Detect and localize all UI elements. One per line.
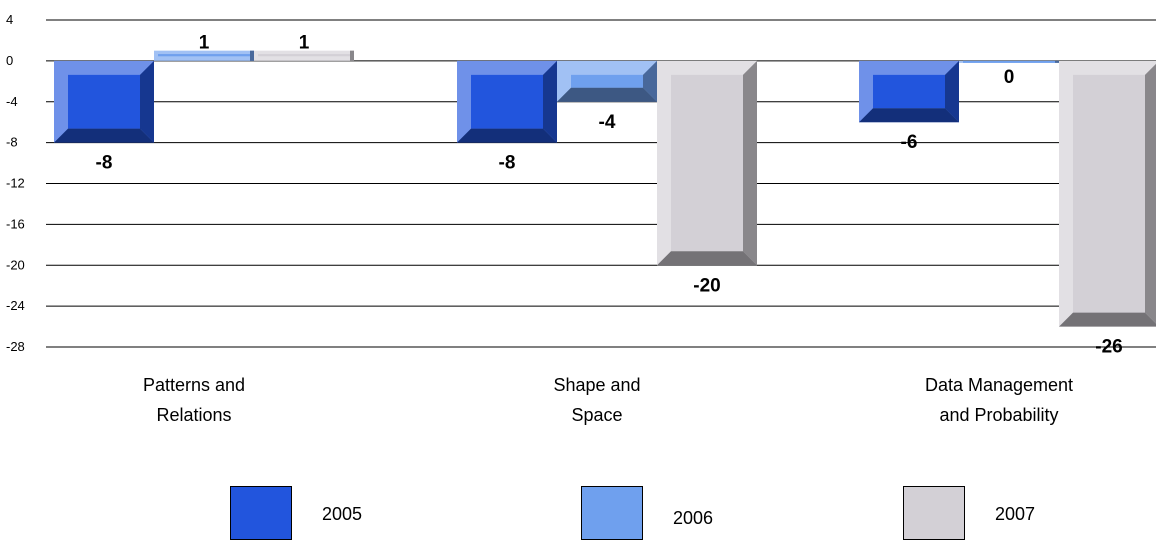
bar-bevel <box>1055 60 1059 63</box>
bar-bevel <box>140 60 154 143</box>
y-tick-label: 4 <box>6 12 13 27</box>
legend-label: 2005 <box>322 504 363 524</box>
y-tick-label: -8 <box>6 135 18 150</box>
category-label: Data Management and Probability <box>925 375 1073 425</box>
data-label: -26 <box>1095 337 1122 358</box>
bar <box>959 60 1059 63</box>
bar <box>557 60 657 102</box>
bar-bevel <box>945 60 959 123</box>
bar <box>54 60 154 143</box>
bar-face <box>258 54 350 57</box>
bar <box>859 60 959 123</box>
bar-face <box>158 54 250 57</box>
bar-bevel <box>1145 63 1156 324</box>
legend-label: 2007 <box>995 504 1036 524</box>
data-label: -4 <box>599 112 616 133</box>
bar-face <box>671 74 743 252</box>
data-label: 1 <box>299 33 310 54</box>
y-tick-label: -4 <box>6 94 18 109</box>
legend-label: 2006 <box>673 508 714 528</box>
bar-bevel <box>350 50 354 61</box>
bar-face <box>571 74 643 88</box>
data-label: -20 <box>693 275 720 296</box>
y-tick-label: 0 <box>6 53 13 68</box>
y-tick-label: -12 <box>6 176 25 191</box>
y-tick-label: -16 <box>6 216 25 231</box>
bar-bevel <box>1059 312 1156 327</box>
bar <box>254 50 354 61</box>
legend-swatch <box>903 486 965 540</box>
bar <box>457 60 557 143</box>
bar-bevel <box>643 60 657 102</box>
bar <box>154 50 254 61</box>
bar-bevel <box>457 128 557 143</box>
bar-bevel <box>543 60 557 143</box>
data-label: 0 <box>1004 67 1015 88</box>
bar <box>657 60 757 266</box>
bar-face <box>471 74 543 129</box>
bar-bevel <box>859 108 959 123</box>
bar <box>1059 60 1156 327</box>
y-tick-label: -24 <box>6 298 25 313</box>
bar-bevel <box>54 128 154 143</box>
bars <box>54 50 1156 327</box>
bar-face <box>68 74 140 129</box>
data-label: -6 <box>901 132 918 153</box>
bar-bevel <box>657 251 757 266</box>
bar-face <box>873 74 945 109</box>
data-labels: -8 1 1 -8 -4 -20 -6 0 -26 <box>96 33 1123 358</box>
legend-swatch <box>230 486 292 540</box>
y-axis-ticks: 4 0 -4 -8 -12 -16 -20 -24 -28 <box>6 12 25 354</box>
data-label: -8 <box>96 153 113 174</box>
bar-face <box>1073 74 1145 313</box>
y-tick-label: -20 <box>6 257 25 272</box>
y-tick-label: -28 <box>6 339 25 354</box>
category-labels: Patterns and Relations Shape and Space Data … <box>143 375 1073 425</box>
category-label: Patterns and Relations <box>143 375 245 425</box>
data-label: 1 <box>199 33 210 54</box>
legend-swatch <box>581 486 643 540</box>
bar-face <box>963 60 1055 63</box>
bar-bevel <box>250 50 254 61</box>
category-label: Shape and Space <box>553 375 640 425</box>
data-label: -8 <box>499 153 516 174</box>
bar-bevel <box>743 60 757 266</box>
bar-bevel <box>557 87 657 102</box>
